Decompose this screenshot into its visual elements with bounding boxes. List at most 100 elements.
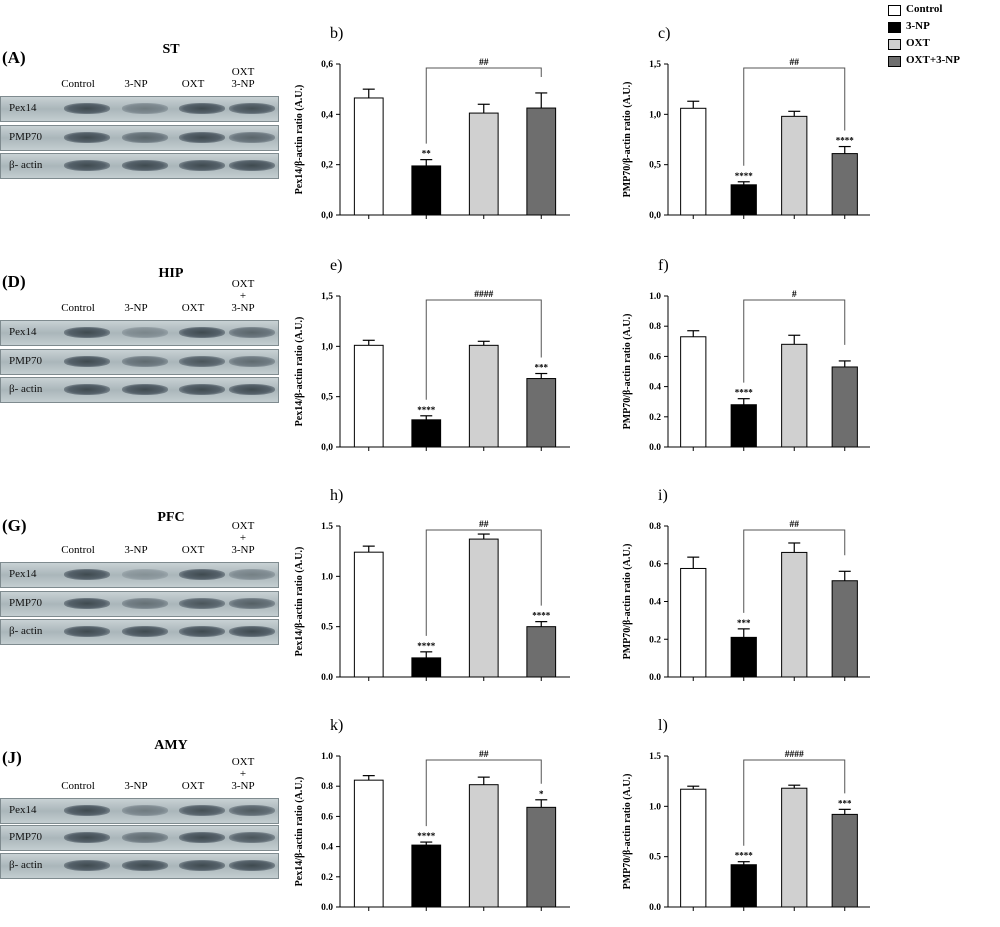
protein-band (179, 598, 225, 609)
y-tick-label: 1.0 (321, 752, 333, 762)
protein-band (122, 569, 168, 580)
protein-band (229, 356, 275, 367)
bar-3-np (730, 404, 757, 448)
bar-3-np (411, 165, 442, 216)
protein-band (64, 626, 110, 637)
bar-oxt-3-np (831, 580, 858, 678)
lane-label: 3-NP (111, 544, 161, 556)
significance-hash: # (792, 290, 797, 300)
lane-label-line: 3-NP (124, 302, 148, 314)
bar-3-np (411, 657, 442, 678)
y-axis-label: PMP70/β-actin ratio (A.U.) (622, 774, 633, 890)
lane-label: OXT (168, 780, 218, 792)
bar-control (680, 107, 707, 216)
lane-label-line: 3-NP (124, 78, 148, 90)
protein-band (64, 160, 110, 171)
significance-stars: ** (422, 149, 432, 159)
lane-label-line: + (239, 768, 247, 780)
bar-control (680, 336, 707, 448)
lane-label: OXT (168, 544, 218, 556)
blot-panel-letter: (G) (2, 516, 27, 535)
protein-band (229, 569, 275, 580)
blot-strip: β- actin (0, 377, 279, 403)
significance-stars: **** (417, 641, 436, 651)
blot-row-label: β- actin (9, 625, 43, 637)
y-tick-label: 1.0 (649, 802, 661, 812)
comparison-bracket (743, 529, 846, 613)
y-tick-label: 0,0 (649, 211, 661, 221)
y-tick-label: 1.5 (321, 522, 333, 532)
blot-row-label: Pex14 (9, 326, 37, 338)
legend-swatch (888, 39, 901, 50)
significance-stars: *** (737, 618, 751, 628)
protein-band (64, 327, 110, 338)
y-tick-label: 0.6 (649, 560, 661, 570)
bar-3-np (730, 636, 757, 678)
bar-control (353, 779, 384, 908)
lane-label: 3-NP (111, 78, 161, 90)
y-tick-label: 0.4 (649, 598, 661, 608)
lane-label-line: OXT (181, 544, 205, 556)
blot-strip: PMP70 (0, 349, 279, 375)
bar-control (680, 788, 707, 908)
bar-oxt-3-np (526, 626, 557, 678)
blot-row-label: PMP70 (9, 597, 43, 609)
protein-band (229, 598, 275, 609)
blot-strip: PMP70 (0, 591, 279, 617)
bar-oxt (468, 538, 499, 678)
protein-band (179, 103, 225, 114)
brain-region-title: PFC (157, 510, 185, 525)
protein-band (229, 384, 275, 395)
chart-panel-label: c) (658, 25, 670, 42)
blot-row-label: PMP70 (9, 131, 43, 143)
chart-panel-label: i) (658, 487, 668, 504)
y-axis-label: PMP70/β-actin ratio (A.U.) (622, 544, 633, 660)
significance-hash: ## (790, 520, 800, 530)
lane-label: 3-NP (111, 780, 161, 792)
blot-strip: PMP70 (0, 825, 279, 851)
y-axis-label: Pex14/β-actin ratio (A.U.) (294, 777, 305, 887)
protein-band (229, 103, 275, 114)
protein-band (229, 805, 275, 816)
brain-region-title: ST (162, 42, 180, 57)
bar-oxt-3-np (831, 366, 858, 448)
chart-panel-label: h) (330, 487, 343, 504)
protein-band (122, 356, 168, 367)
protein-band (64, 860, 110, 871)
lane-label: OXT +3-NP (218, 756, 268, 792)
bar-oxt (781, 115, 808, 216)
y-tick-label: 1,0 (649, 110, 661, 120)
bar-oxt (468, 344, 499, 448)
bar-chart: e) Pex14/β-actin ratio (A.U.) 0,0 0,5 1,0 1,5… (294, 257, 570, 453)
brain-region-title: HIP (158, 266, 184, 281)
blot-row-label: PMP70 (9, 355, 43, 367)
chart-panel-label: l) (658, 717, 668, 734)
comparison-bracket (743, 67, 846, 166)
protein-band (179, 832, 225, 843)
blot-row-label: β- actin (9, 159, 43, 171)
y-tick-label: 0.5 (321, 623, 333, 633)
protein-band (122, 327, 168, 338)
lane-label-line: OXT (231, 756, 255, 768)
bar-oxt-3-np (831, 153, 858, 216)
significance-hash: #### (785, 750, 804, 760)
y-tick-label: 1.0 (321, 572, 333, 582)
lane-label: OXT (168, 78, 218, 90)
y-tick-label: 0.8 (649, 522, 661, 532)
lane-label-line: Control (61, 302, 95, 314)
lane-label: Control (53, 78, 103, 90)
protein-band (122, 626, 168, 637)
bar-chart: h) Pex14/β-actin ratio (A.U.) 0.0 0.5 1.0 1.5… (294, 487, 570, 683)
blot-row-label: Pex14 (9, 804, 37, 816)
bar-control (680, 567, 707, 678)
significance-stars: **** (417, 831, 436, 841)
significance-hash: #### (474, 290, 493, 300)
y-tick-label: 1,0 (321, 342, 333, 352)
protein-band (122, 860, 168, 871)
y-tick-label: 0,5 (649, 161, 661, 171)
significance-stars: **** (836, 136, 855, 146)
protein-band (179, 132, 225, 143)
protein-band (64, 805, 110, 816)
y-tick-label: 0,0 (321, 443, 333, 453)
legend-label: OXT+3-NP (906, 54, 960, 66)
